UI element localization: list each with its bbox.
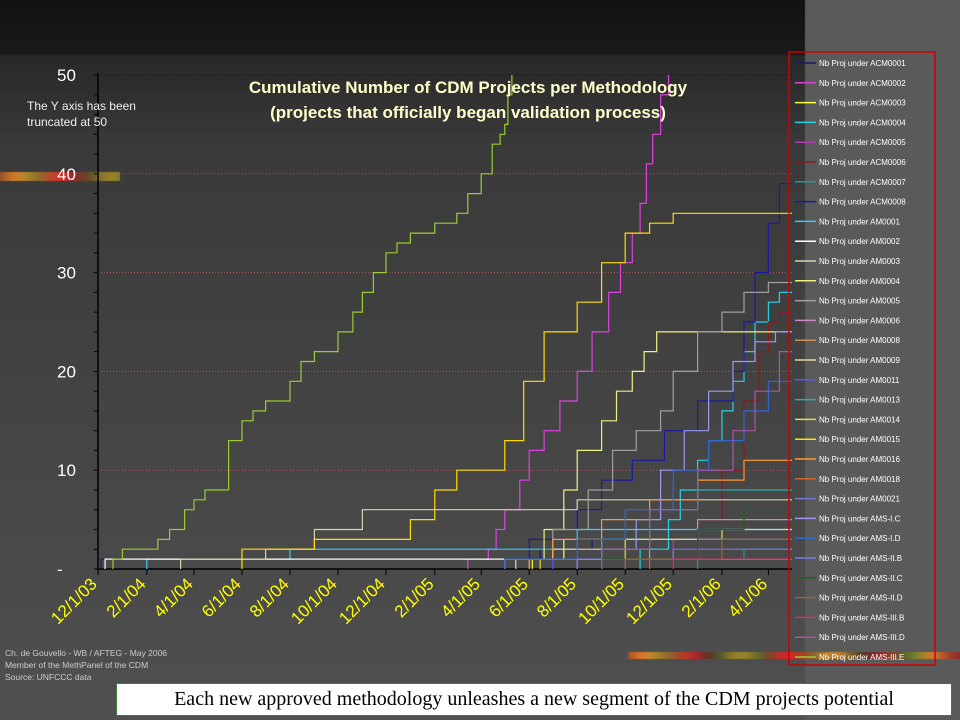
x-tick-label: 2/1/06 xyxy=(678,574,725,621)
x-tick-label: 10/1/04 xyxy=(287,574,341,628)
legend-label: Nb Proj under AM0014 xyxy=(819,415,900,424)
y-tick-label: 30 xyxy=(57,264,76,283)
legend-label: Nb Proj under ACM0007 xyxy=(819,178,906,187)
x-tick-label: 4/1/05 xyxy=(437,574,484,621)
y-tick-label: 40 xyxy=(57,165,76,184)
series-line xyxy=(100,538,792,569)
x-tick-label: 12/1/05 xyxy=(622,574,676,628)
series-line xyxy=(504,183,792,569)
series-line xyxy=(601,331,792,569)
credit-affiliation: Member of the MethPanel of the CDM xyxy=(5,660,148,670)
chart-legend: Nb Proj under ACM0001 Nb Proj under ACM00… xyxy=(788,51,936,666)
legend-label: Nb Proj under AM0013 xyxy=(819,396,900,405)
series-line xyxy=(180,499,792,569)
x-tick-label: 6/1/04 xyxy=(198,574,245,621)
series-line xyxy=(624,538,792,569)
series-line xyxy=(531,538,792,569)
legend-label: Nb Proj under AMS-II.C xyxy=(819,574,903,583)
legend-label: Nb Proj under AM0011 xyxy=(819,376,900,385)
x-axis-ticks: 12/1/03 2/1/04 4/1/04 6/1/04 8/1/0410/1/0412… xyxy=(47,569,771,628)
y-tick-label: 50 xyxy=(57,66,76,85)
series-line xyxy=(504,380,792,569)
legend-label: Nb Proj under ACM0001 xyxy=(819,59,906,68)
caption-text: Each new approved methodology unleashes … xyxy=(174,688,894,710)
series-line xyxy=(639,291,792,569)
legend-label: Nb Proj under AM0001 xyxy=(819,217,900,226)
legend-frame xyxy=(788,51,936,666)
legend-label: Nb Proj under AM0006 xyxy=(819,316,900,325)
series-line xyxy=(672,558,792,569)
legend-label: Nb Proj under AMS-II.B xyxy=(819,554,902,563)
series-line xyxy=(649,538,792,569)
series-line xyxy=(241,212,792,569)
x-tick-label: 6/1/05 xyxy=(485,574,532,621)
legend-label: Nb Proj under ACM0003 xyxy=(819,99,906,108)
legend-label: Nb Proj under AM0003 xyxy=(819,257,900,266)
legend-label: Nb Proj under AM0018 xyxy=(819,475,900,484)
legend-label: Nb Proj under AMS-III.E xyxy=(819,653,904,662)
legend-label: Nb Proj under AM0021 xyxy=(819,495,900,504)
truncation-note-line-2: truncated at 50 xyxy=(27,115,107,129)
x-tick-label: 12/1/04 xyxy=(335,574,389,628)
legend-label: Nb Proj under AM0008 xyxy=(819,336,900,345)
caption-box: Each new approved methodology unleashes … xyxy=(116,683,952,716)
series-line xyxy=(504,281,792,569)
y-tick-label: 20 xyxy=(57,362,76,381)
x-tick-label: 2/1/05 xyxy=(391,574,438,621)
x-tick-label: 8/1/05 xyxy=(533,574,580,621)
legend-label: Nb Proj under ACM0008 xyxy=(819,198,906,207)
series-line xyxy=(515,538,792,569)
legend-label: Nb Proj under AM0016 xyxy=(819,455,900,464)
chart-subtitle: (projects that officially began validati… xyxy=(270,103,666,122)
legend-label: Nb Proj under AMS-III.D xyxy=(819,633,905,642)
legend-label: Nb Proj under AM0002 xyxy=(819,237,900,246)
legend-label: Nb Proj under ACM0006 xyxy=(819,158,906,167)
legend-label: Nb Proj under AMS-I.C xyxy=(819,514,901,523)
chart-title: Cumulative Number of CDM Projects per Me… xyxy=(249,78,688,97)
x-tick-label: 4/1/04 xyxy=(150,574,197,621)
y-tick-label: - xyxy=(57,560,63,579)
legend-label: Nb Proj under AMS-II.D xyxy=(819,594,903,603)
legend-label: Nb Proj under AMS-I.D xyxy=(819,534,901,543)
series-line xyxy=(624,558,792,569)
x-tick-label: 10/1/05 xyxy=(574,574,628,628)
credit-source: Source: UNFCCC data xyxy=(5,672,92,682)
legend-label: Nb Proj under AM0009 xyxy=(819,356,900,365)
credit-author: Ch. de Gouvello - WB / AFTEG - May 2006 xyxy=(5,648,167,658)
series-line xyxy=(576,519,792,569)
series-line xyxy=(601,351,792,569)
chart-axes xyxy=(94,73,792,570)
y-axis-ticks: - 10 20 30 40 50 xyxy=(57,66,76,579)
legend-label: Nb Proj under AMS-III.B xyxy=(819,613,904,622)
legend-label: Nb Proj under ACM0004 xyxy=(819,118,906,127)
truncation-note-line-1: The Y axis has been xyxy=(27,99,136,113)
legend-label: Nb Proj under ACM0005 xyxy=(819,138,906,147)
x-tick-label: 8/1/04 xyxy=(246,574,293,621)
legend-label: Nb Proj under AM0005 xyxy=(819,297,900,306)
series-line xyxy=(104,558,792,569)
series-line xyxy=(467,75,670,569)
series-line xyxy=(112,75,513,569)
x-tick-label: 4/1/06 xyxy=(724,574,771,621)
legend-label: Nb Proj under AM0015 xyxy=(819,435,900,444)
series-lines xyxy=(100,75,792,569)
series-line xyxy=(601,538,792,569)
series-line xyxy=(504,331,792,569)
x-tick-label: 2/1/04 xyxy=(103,574,150,621)
legend-label: Nb Proj under ACM0002 xyxy=(819,79,906,88)
legend-label: Nb Proj under AM0004 xyxy=(819,277,900,286)
y-tick-label: 10 xyxy=(57,461,76,480)
series-line xyxy=(576,538,792,569)
x-tick-label: 12/1/03 xyxy=(47,574,101,628)
gridlines xyxy=(98,74,792,471)
